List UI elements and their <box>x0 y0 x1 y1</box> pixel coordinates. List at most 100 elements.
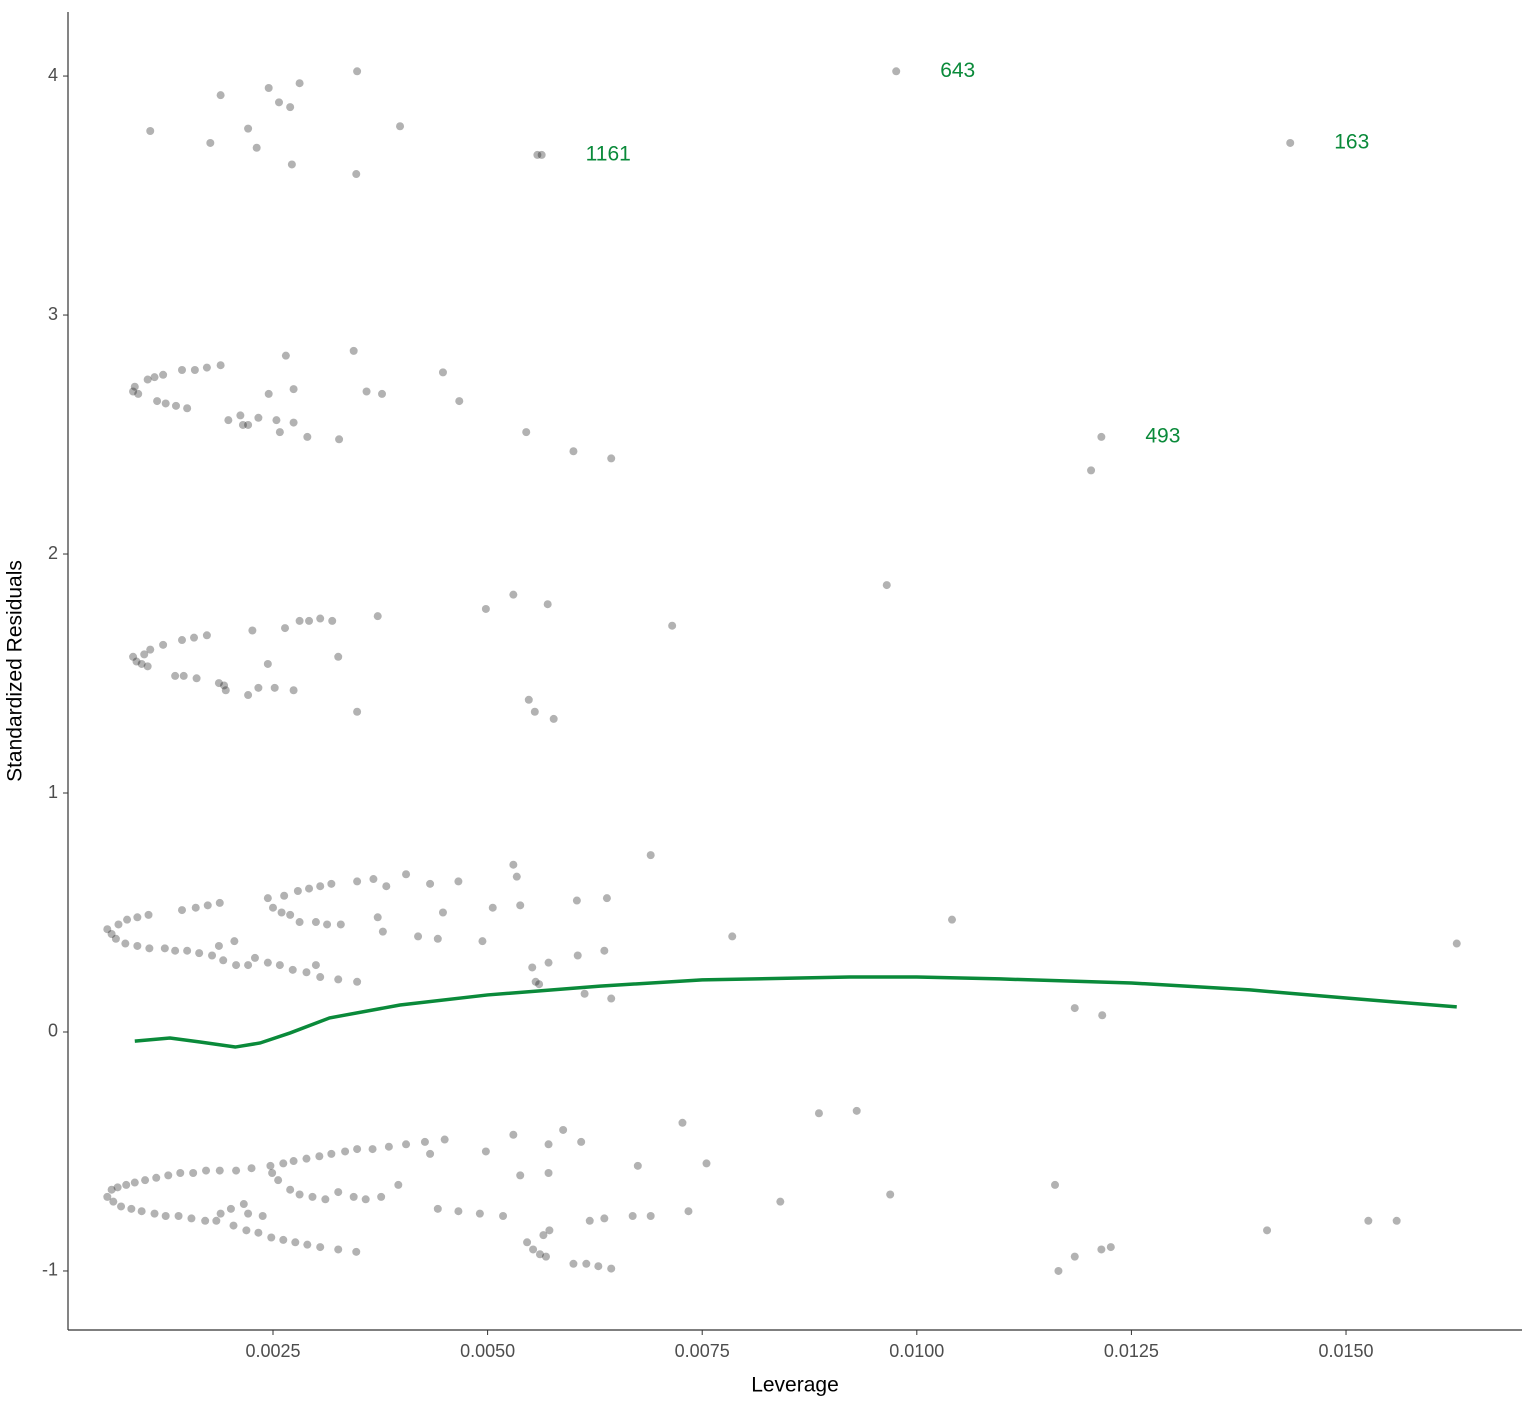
point <box>1106 1243 1115 1252</box>
point <box>114 920 123 929</box>
point <box>776 1197 785 1206</box>
y-axis-title: Standardized Residuals <box>4 560 27 782</box>
point <box>171 401 180 410</box>
point <box>219 956 228 965</box>
point <box>582 1259 591 1268</box>
point <box>353 877 362 886</box>
point <box>190 365 199 374</box>
point <box>275 961 284 970</box>
point <box>277 908 286 917</box>
point <box>220 681 229 690</box>
point <box>1087 466 1096 475</box>
smooth-line <box>134 975 1457 1049</box>
point <box>286 910 295 919</box>
point <box>150 373 159 382</box>
point <box>535 980 544 989</box>
point <box>254 683 263 692</box>
x-tick-label: 0.0050 <box>460 1341 515 1361</box>
point <box>177 365 186 374</box>
point <box>236 411 245 420</box>
point <box>438 908 447 917</box>
point <box>252 143 261 152</box>
point <box>678 1118 687 1127</box>
point <box>121 939 130 948</box>
point <box>103 925 112 934</box>
point <box>728 932 737 941</box>
point <box>433 1204 442 1213</box>
point <box>216 1209 225 1218</box>
x-tick-label: 0.0075 <box>675 1341 730 1361</box>
point <box>130 1178 139 1187</box>
point <box>509 590 518 599</box>
point <box>244 124 253 133</box>
point <box>373 913 382 922</box>
point <box>646 1212 655 1221</box>
point <box>134 389 143 398</box>
point <box>107 1185 116 1194</box>
point <box>288 965 297 974</box>
point <box>268 1168 277 1177</box>
point <box>414 932 423 941</box>
point <box>302 968 311 977</box>
x-tick-label: 0.0150 <box>1318 1341 1373 1361</box>
point <box>305 616 314 625</box>
point <box>334 652 343 661</box>
point <box>544 1140 553 1149</box>
point <box>308 1192 317 1201</box>
point <box>382 882 391 891</box>
point <box>569 447 578 456</box>
point <box>607 454 616 463</box>
point <box>528 963 537 972</box>
point <box>201 1216 210 1225</box>
point <box>368 1145 377 1154</box>
point <box>628 1212 637 1221</box>
point <box>183 946 192 955</box>
y-tick-label: 0 <box>48 1021 58 1041</box>
point <box>524 695 533 704</box>
y-tick-label: 3 <box>48 304 58 324</box>
point <box>215 1166 224 1175</box>
point <box>254 413 263 422</box>
point <box>361 1195 370 1204</box>
point <box>187 1214 196 1223</box>
point <box>702 1159 711 1168</box>
point <box>239 1200 248 1209</box>
point <box>247 1164 256 1173</box>
point <box>159 640 168 649</box>
x-tick-label: 0.0100 <box>889 1341 944 1361</box>
point <box>289 686 298 695</box>
point <box>281 624 290 633</box>
point <box>275 98 284 107</box>
point <box>113 1183 122 1192</box>
point <box>311 918 320 927</box>
point <box>315 1152 324 1161</box>
point <box>244 1209 253 1218</box>
point <box>384 1142 393 1151</box>
point <box>334 1188 343 1197</box>
point <box>316 973 325 982</box>
point <box>543 600 552 609</box>
point <box>202 363 211 372</box>
point <box>244 691 253 700</box>
point <box>111 934 120 943</box>
point <box>882 581 891 590</box>
point <box>607 994 616 1003</box>
point <box>171 671 180 680</box>
point <box>137 659 146 668</box>
point <box>544 958 553 967</box>
point <box>272 416 281 425</box>
point <box>349 346 358 355</box>
point <box>293 886 302 895</box>
point <box>179 671 188 680</box>
point <box>302 1154 311 1163</box>
point <box>123 915 132 924</box>
point <box>107 930 116 939</box>
point <box>886 1190 895 1199</box>
point <box>1452 939 1461 948</box>
point <box>481 1147 490 1156</box>
point-label: 493 <box>1145 424 1180 447</box>
y-tick-label: 1 <box>48 782 58 802</box>
point <box>1097 432 1106 441</box>
point <box>1051 1180 1060 1189</box>
point <box>221 686 230 695</box>
